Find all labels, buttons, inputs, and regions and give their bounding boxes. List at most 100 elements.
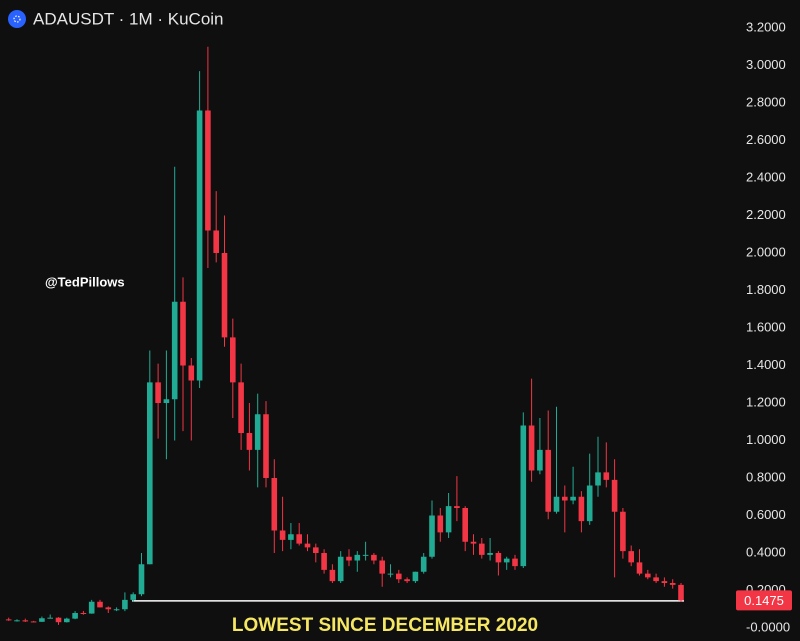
candle-body	[130, 594, 136, 600]
y-tick-label: 2.8000	[746, 94, 786, 109]
candle-body	[628, 551, 634, 563]
candle-body	[487, 553, 493, 555]
candle-body	[22, 620, 29, 622]
y-tick-label: 2.2000	[746, 207, 786, 222]
candle-body	[661, 581, 668, 583]
y-tick-label: 3.0000	[746, 57, 786, 72]
candle-body	[371, 554, 377, 561]
candle-body	[14, 620, 20, 622]
candle-body	[520, 425, 527, 567]
candle-body	[64, 618, 70, 623]
candle-body	[445, 506, 452, 533]
y-tick-label: 1.8000	[746, 282, 786, 297]
candle-body	[196, 110, 203, 381]
candle-body	[155, 382, 161, 403]
y-tick-label: 0.4000	[746, 544, 786, 559]
y-tick-label: 1.4000	[746, 357, 786, 372]
candle-body	[171, 301, 178, 400]
candle-body	[669, 583, 676, 585]
candle-body	[586, 485, 593, 522]
candle-body	[254, 414, 261, 450]
candle-body	[279, 530, 286, 540]
candle-body	[230, 337, 236, 383]
candle-body	[512, 558, 518, 567]
candle-body	[545, 449, 551, 512]
candle-body	[304, 543, 311, 548]
candle-body	[379, 560, 385, 574]
candle-body	[163, 399, 170, 403]
candle-body	[429, 515, 435, 557]
logo	[8, 10, 26, 28]
y-tick-label: 0.8000	[746, 469, 786, 484]
candle-body	[537, 449, 543, 471]
y-tick-label: -0.0000	[746, 619, 790, 634]
candle-body	[321, 553, 327, 570]
candle-body	[80, 613, 87, 614]
candle-body	[404, 579, 410, 582]
candle-body	[30, 621, 37, 623]
candle-body	[387, 573, 394, 575]
candle-body	[412, 571, 419, 582]
logo-mark	[13, 15, 21, 23]
y-tick-label: 0.6000	[746, 507, 786, 522]
candle-body	[97, 601, 103, 608]
candle-body	[122, 599, 128, 610]
candle-body	[362, 554, 369, 556]
candle-body	[462, 508, 468, 542]
candle-body	[653, 577, 659, 582]
candle-body	[205, 110, 211, 231]
candle-body	[72, 613, 78, 619]
candle-body	[263, 414, 269, 478]
candle-body	[337, 556, 344, 582]
price-label-box	[736, 590, 792, 611]
candle-body	[645, 573, 651, 578]
candle-body	[528, 425, 535, 471]
candle-body	[138, 564, 145, 595]
watermark: @TedPillows	[45, 274, 125, 289]
candle-body	[47, 617, 53, 619]
candle-body	[503, 558, 510, 563]
y-tick-label: 2.4000	[746, 169, 786, 184]
candle-body	[271, 478, 278, 531]
candle-body	[313, 547, 319, 553]
candle-body	[562, 496, 568, 501]
y-tick-label: 1.2000	[746, 394, 786, 409]
y-tick-label: 3.2000	[746, 19, 786, 34]
candle-body	[595, 472, 601, 486]
candle-body	[620, 511, 626, 552]
candle-body	[113, 609, 120, 611]
candle-body	[180, 301, 186, 366]
annotation: LOWEST SINCE DECEMBER 2020	[232, 615, 538, 636]
candle-body	[238, 382, 244, 433]
candle-body	[147, 382, 153, 565]
y-tick-label: 1.0000	[746, 432, 786, 447]
candle-body	[105, 607, 112, 610]
price-label: 0.1475	[744, 593, 784, 608]
candle-body	[578, 496, 585, 522]
y-tick-label: 1.6000	[746, 319, 786, 334]
candle-body	[288, 534, 294, 540]
candle-body	[611, 479, 618, 512]
candle-body	[55, 617, 62, 623]
candle-body	[396, 573, 402, 580]
candle-body	[246, 433, 253, 450]
candle-body	[678, 584, 684, 601]
chart-title: ADAUSDT · 1M · KuCoin	[33, 9, 224, 28]
candle-body	[495, 553, 502, 563]
candle-body	[5, 619, 12, 621]
candle-body	[354, 554, 361, 561]
candle-body	[454, 506, 460, 508]
candle-body	[479, 543, 485, 555]
candle-body	[437, 515, 444, 533]
y-tick-label: 2.6000	[746, 132, 786, 147]
candle-body	[221, 253, 228, 338]
candle-body	[420, 556, 427, 572]
candle-body	[188, 365, 195, 381]
candle-body	[39, 618, 45, 622]
candle-body	[470, 541, 477, 544]
candle-body	[570, 496, 576, 501]
y-tick-label: 2.0000	[746, 244, 786, 259]
